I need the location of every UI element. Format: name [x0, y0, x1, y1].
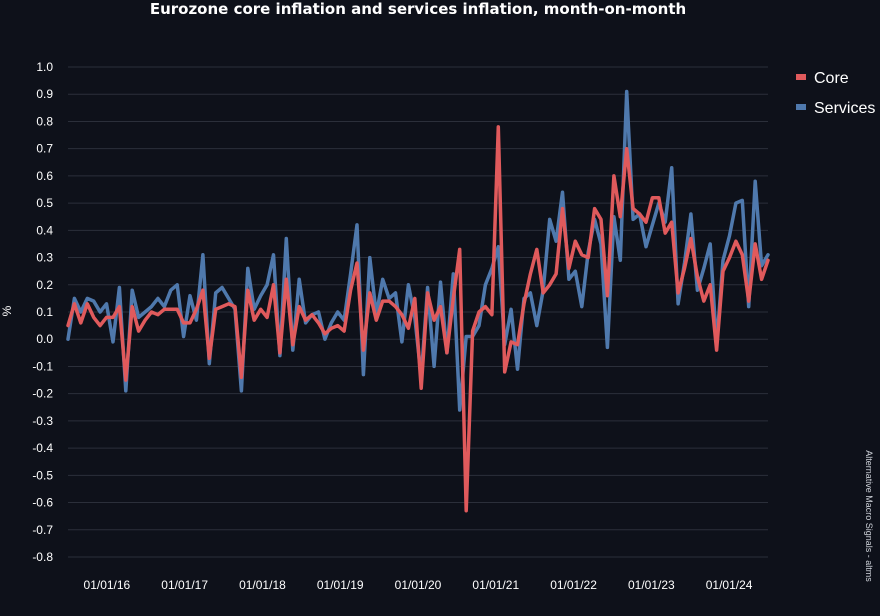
series-lines: [66, 89, 770, 513]
y-axis: 1.0 0.9 0.8 0.7 0.6 0.5 0.4 0.3 0.2 0.1 0.0 -0.1 -0.…: [32, 60, 53, 564]
y-tick-label: -0.4: [32, 441, 53, 455]
x-tick-label: 01/01/17: [161, 578, 208, 592]
y-tick-label: 0.9: [36, 87, 53, 101]
x-tick-label: 01/01/21: [472, 578, 519, 592]
y-tick-label: 0.3: [36, 251, 53, 265]
x-axis: 01/01/16 01/01/17 01/01/18 01/01/19 01/01/20…: [84, 578, 753, 592]
y-tick-label: -0.7: [32, 523, 53, 537]
legend-swatch-services: [796, 104, 806, 110]
y-tick-label: -0.2: [32, 387, 53, 401]
y-tick-label: 0.7: [36, 142, 53, 156]
y-tick-label: 0.8: [36, 114, 53, 128]
y-tick-label: 0.2: [36, 278, 53, 292]
y-tick-label: -0.3: [32, 414, 53, 428]
grid: [68, 66, 768, 558]
source-note: Alternative Macro Signals - altms: [864, 450, 874, 582]
x-tick-label: 01/01/16: [84, 578, 131, 592]
legend-swatch-core: [796, 74, 806, 80]
y-tick-label: -0.5: [32, 468, 53, 482]
y-tick-label: -0.1: [32, 359, 53, 373]
series-line-core: [66, 125, 770, 513]
x-tick-label: 01/01/18: [239, 578, 286, 592]
x-tick-label: 01/01/23: [628, 578, 675, 592]
legend: Core Services: [796, 70, 875, 117]
y-tick-label: 0.0: [36, 332, 53, 346]
x-tick-label: 01/01/19: [317, 578, 364, 592]
y-tick-label: 1.0: [36, 60, 53, 74]
legend-label-services: Services: [814, 100, 875, 117]
y-tick-label: 0.4: [36, 223, 53, 237]
y-tick-label: -0.6: [32, 496, 53, 510]
y-tick-label: 0.1: [36, 305, 53, 319]
y-tick-label: 0.6: [36, 169, 53, 183]
x-tick-label: 01/01/22: [550, 578, 597, 592]
x-tick-label: 01/01/20: [395, 578, 442, 592]
y-axis-label: %: [0, 305, 14, 316]
chart-title: Eurozone core inflation and services inf…: [150, 0, 686, 18]
legend-label-core: Core: [814, 70, 849, 87]
y-tick-label: -0.8: [32, 550, 53, 564]
y-tick-label: 0.5: [36, 196, 53, 210]
x-tick-label: 01/01/24: [706, 578, 753, 592]
